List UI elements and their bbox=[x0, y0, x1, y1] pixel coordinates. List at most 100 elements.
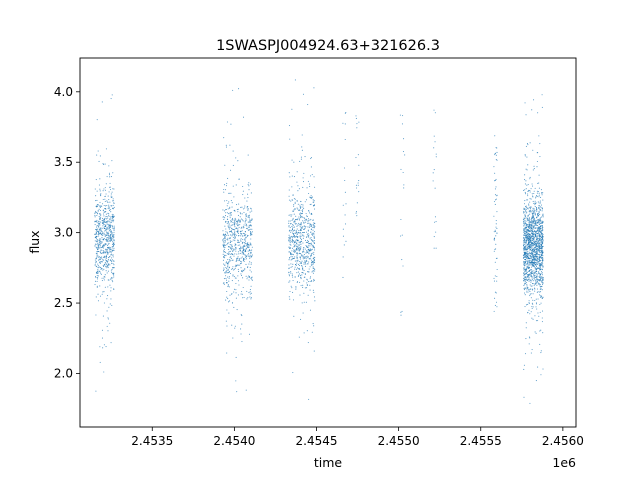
data-point bbox=[525, 234, 527, 236]
data-point bbox=[109, 322, 111, 324]
data-point bbox=[300, 223, 302, 225]
data-point bbox=[291, 219, 293, 221]
data-point bbox=[530, 273, 532, 275]
data-point bbox=[235, 259, 237, 262]
data-point bbox=[303, 235, 305, 237]
data-point bbox=[101, 329, 103, 331]
data-point bbox=[229, 215, 231, 217]
data-point bbox=[528, 260, 530, 262]
data-point bbox=[106, 222, 108, 224]
data-point bbox=[298, 218, 300, 220]
data-point bbox=[289, 243, 291, 245]
data-point bbox=[302, 284, 304, 286]
data-point bbox=[247, 255, 250, 257]
data-point bbox=[94, 212, 96, 214]
data-point bbox=[300, 264, 302, 266]
data-point bbox=[242, 235, 244, 237]
data-point bbox=[312, 323, 314, 325]
data-point bbox=[226, 231, 228, 233]
data-point bbox=[104, 259, 106, 261]
data-point bbox=[537, 366, 539, 368]
data-point bbox=[102, 209, 104, 211]
data-point bbox=[538, 221, 540, 223]
data-point bbox=[235, 380, 237, 382]
data-point bbox=[298, 244, 300, 247]
data-point bbox=[493, 280, 496, 282]
data-point bbox=[524, 183, 526, 185]
data-point bbox=[523, 246, 525, 248]
data-point bbox=[103, 224, 105, 226]
x-tick-label: 2.4540 bbox=[213, 434, 255, 448]
data-point bbox=[495, 235, 497, 237]
data-point bbox=[536, 250, 538, 252]
data-point bbox=[537, 212, 539, 215]
data-point bbox=[435, 156, 437, 158]
data-point bbox=[496, 232, 498, 234]
data-point bbox=[540, 216, 543, 218]
data-point bbox=[248, 245, 250, 247]
data-point bbox=[113, 239, 115, 241]
data-point bbox=[528, 217, 530, 219]
data-point bbox=[237, 244, 239, 246]
data-point bbox=[250, 292, 253, 294]
data-point bbox=[523, 284, 525, 287]
data-point bbox=[532, 228, 534, 231]
data-point bbox=[537, 250, 539, 252]
data-point bbox=[103, 188, 105, 190]
data-point bbox=[228, 261, 230, 264]
data-point bbox=[310, 254, 312, 256]
data-point bbox=[493, 239, 495, 241]
data-point bbox=[539, 286, 541, 288]
data-point bbox=[301, 274, 303, 276]
data-point bbox=[304, 219, 306, 221]
data-point bbox=[104, 163, 106, 165]
data-point bbox=[107, 259, 109, 261]
data-point bbox=[307, 251, 309, 253]
data-point bbox=[96, 266, 98, 268]
data-point bbox=[94, 264, 96, 266]
data-point bbox=[291, 258, 293, 260]
data-point bbox=[302, 242, 304, 244]
data-point bbox=[110, 278, 112, 280]
data-point bbox=[290, 253, 292, 255]
data-point bbox=[524, 268, 526, 270]
data-point bbox=[297, 260, 299, 262]
data-point bbox=[101, 337, 104, 339]
data-point bbox=[309, 284, 311, 286]
data-point bbox=[535, 270, 537, 273]
data-point bbox=[104, 286, 106, 288]
data-point bbox=[534, 206, 536, 208]
data-point bbox=[312, 280, 314, 282]
data-point bbox=[234, 253, 236, 255]
data-point bbox=[223, 256, 225, 259]
data-point bbox=[537, 228, 539, 230]
data-point bbox=[402, 265, 404, 267]
data-point bbox=[495, 219, 497, 222]
data-point bbox=[112, 241, 114, 243]
data-point bbox=[101, 261, 103, 263]
data-point bbox=[299, 160, 301, 162]
data-point bbox=[113, 208, 115, 210]
data-point bbox=[302, 204, 304, 206]
data-point bbox=[308, 241, 310, 243]
data-point bbox=[110, 205, 112, 207]
data-point bbox=[530, 249, 532, 251]
data-point bbox=[112, 256, 114, 258]
data-point bbox=[239, 250, 241, 252]
data-point bbox=[308, 210, 310, 212]
data-point bbox=[288, 230, 290, 232]
data-point bbox=[108, 306, 110, 308]
data-point bbox=[304, 287, 306, 289]
data-point bbox=[537, 112, 539, 114]
data-point bbox=[299, 226, 301, 228]
data-point bbox=[536, 259, 538, 261]
data-point bbox=[536, 284, 538, 286]
data-point bbox=[356, 123, 358, 125]
data-point bbox=[542, 233, 544, 236]
data-point bbox=[230, 212, 232, 214]
data-point bbox=[524, 193, 527, 195]
data-point bbox=[241, 340, 243, 343]
data-point bbox=[111, 259, 113, 261]
data-point bbox=[98, 223, 100, 225]
data-point bbox=[542, 296, 544, 298]
